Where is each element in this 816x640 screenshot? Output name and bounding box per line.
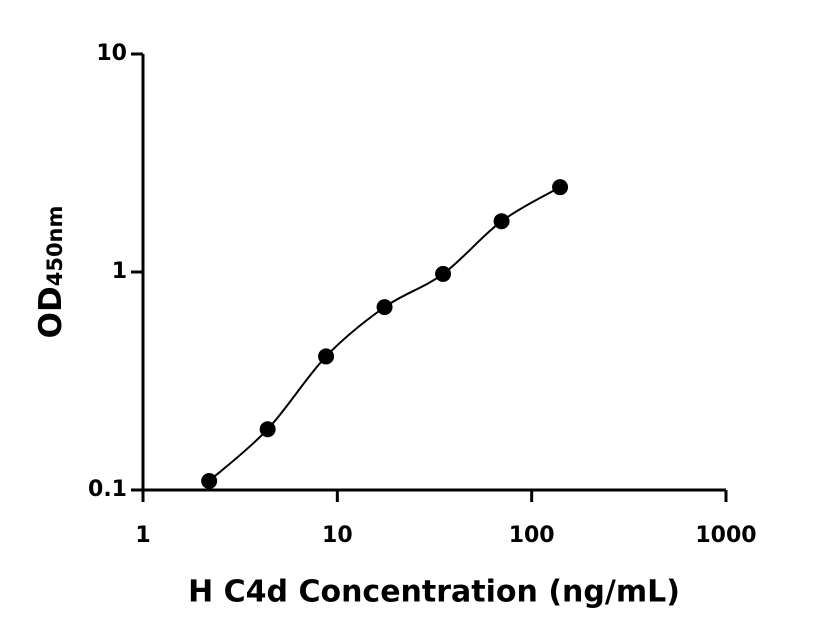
- point: [376, 299, 393, 316]
- point: [493, 213, 510, 230]
- y-axis-label: OD450nm: [33, 206, 69, 339]
- point: [318, 348, 335, 365]
- y-axis-label-main: OD: [33, 286, 69, 338]
- x-axis-label: H C4d Concentration (ng/mL): [188, 575, 680, 610]
- y-axis-label-sub: 450nm: [43, 206, 67, 287]
- point: [435, 265, 452, 282]
- point: [552, 179, 569, 196]
- y-tick-label: 1: [112, 259, 127, 284]
- point: [259, 421, 276, 438]
- x-tick-label: 10: [322, 523, 353, 548]
- x-tick-label: 1000: [695, 523, 756, 548]
- point: [201, 472, 218, 489]
- y-tick-label: 10: [96, 41, 127, 66]
- x-tick-label: 1: [135, 523, 150, 548]
- y-tick-label: 0.1: [88, 477, 127, 502]
- x-tick-label: 100: [509, 523, 555, 548]
- fit-curve: [208, 186, 561, 482]
